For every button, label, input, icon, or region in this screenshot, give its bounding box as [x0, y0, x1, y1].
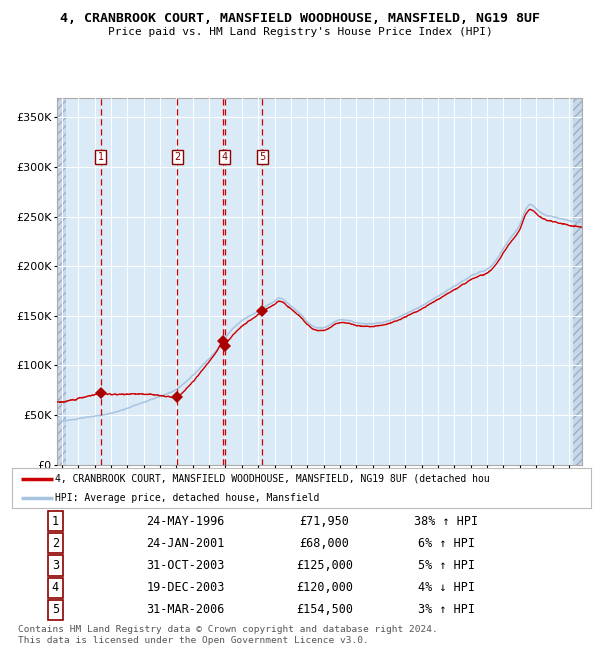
Text: 4, CRANBROOK COURT, MANSFIELD WOODHOUSE, MANSFIELD, NG19 8UF: 4, CRANBROOK COURT, MANSFIELD WOODHOUSE,… — [60, 12, 540, 25]
Bar — [573, 98, 582, 465]
Text: 38% ↑ HPI: 38% ↑ HPI — [414, 515, 478, 528]
Text: 3: 3 — [52, 559, 59, 572]
Text: 1: 1 — [98, 152, 104, 162]
Text: 1: 1 — [52, 515, 59, 528]
Text: 4, CRANBROOK COURT, MANSFIELD WOODHOUSE, MANSFIELD, NG19 8UF (detached hou: 4, CRANBROOK COURT, MANSFIELD WOODHOUSE,… — [55, 474, 490, 484]
Text: £68,000: £68,000 — [300, 537, 350, 550]
Text: 5: 5 — [52, 603, 59, 616]
Text: 31-OCT-2003: 31-OCT-2003 — [146, 559, 225, 572]
Bar — [57, 98, 66, 465]
Text: 24-MAY-1996: 24-MAY-1996 — [146, 515, 225, 528]
Text: £125,000: £125,000 — [296, 559, 353, 572]
Text: 5: 5 — [259, 152, 265, 162]
Text: HPI: Average price, detached house, Mansfield: HPI: Average price, detached house, Mans… — [55, 493, 320, 503]
Text: 4: 4 — [222, 152, 228, 162]
Text: 4: 4 — [52, 581, 59, 594]
Text: This data is licensed under the Open Government Licence v3.0.: This data is licensed under the Open Gov… — [18, 636, 369, 645]
Text: 19-DEC-2003: 19-DEC-2003 — [146, 581, 225, 594]
Bar — [573, 98, 582, 465]
Text: 24-JAN-2001: 24-JAN-2001 — [146, 537, 225, 550]
Text: 4% ↓ HPI: 4% ↓ HPI — [418, 581, 475, 594]
Text: 3% ↑ HPI: 3% ↑ HPI — [418, 603, 475, 616]
Text: Price paid vs. HM Land Registry's House Price Index (HPI): Price paid vs. HM Land Registry's House … — [107, 27, 493, 37]
Text: 2: 2 — [175, 152, 181, 162]
Text: 31-MAR-2006: 31-MAR-2006 — [146, 603, 225, 616]
Text: £120,000: £120,000 — [296, 581, 353, 594]
Text: £154,500: £154,500 — [296, 603, 353, 616]
Text: Contains HM Land Registry data © Crown copyright and database right 2024.: Contains HM Land Registry data © Crown c… — [18, 625, 438, 634]
Text: £71,950: £71,950 — [300, 515, 350, 528]
Text: 5% ↑ HPI: 5% ↑ HPI — [418, 559, 475, 572]
Text: 6% ↑ HPI: 6% ↑ HPI — [418, 537, 475, 550]
Text: 2: 2 — [52, 537, 59, 550]
Bar — [57, 98, 66, 465]
